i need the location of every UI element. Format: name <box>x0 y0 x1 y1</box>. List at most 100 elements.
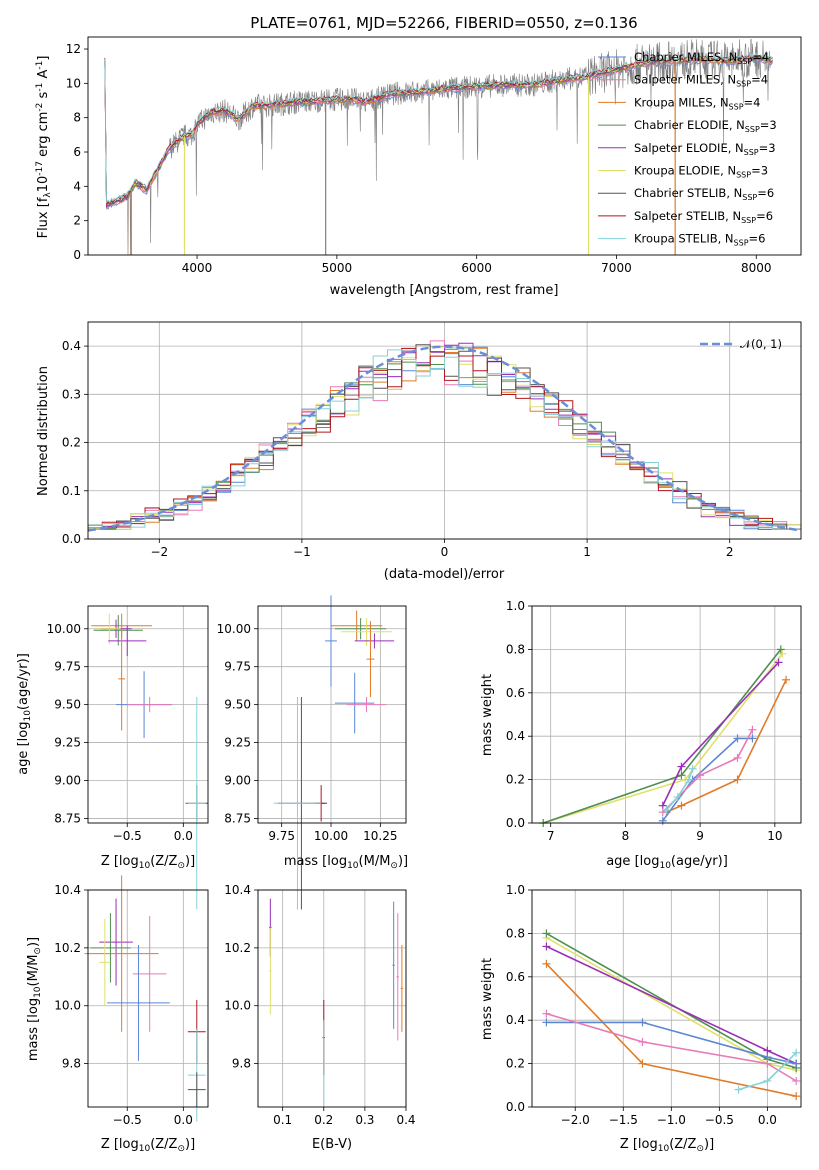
x-tick-label: 9.75 <box>268 829 295 843</box>
x-tick-label: 9 <box>696 829 704 843</box>
x-tick-label: −0.5 <box>113 1113 142 1127</box>
p3-xlabel: Z [log10(Z/Z⊙)] <box>101 854 195 871</box>
legend-label-salpeter_stelib: Salpeter STELIB, NSSP=6 <box>634 209 773 225</box>
y-tick-label: 10.2 <box>224 941 251 955</box>
y-tick-label: 4 <box>73 179 81 193</box>
x-tick-label: −1 <box>293 545 311 559</box>
y-tick-label: 9.00 <box>54 774 81 788</box>
x-tick-label: 0.3 <box>355 1113 374 1127</box>
p7-xlabel: E(B-V) <box>312 1137 352 1152</box>
x-tick-label: 5000 <box>322 261 353 275</box>
x-tick-label: 8 <box>622 829 630 843</box>
spectrum-xlabel: wavelength [Angstrom, rest frame] <box>330 283 559 298</box>
residual-histogram: −2 −1 0 1 2 0.0 0.1 0.2 0.3 0.4 <box>62 321 802 559</box>
y-tick-label: 9.75 <box>54 660 81 674</box>
legend-label-chabrier_elodie: Chabrier ELODIE, NSSP=3 <box>634 118 777 134</box>
x-tick-label: 7000 <box>601 261 632 275</box>
y-tick-label: 10 <box>66 76 81 90</box>
y-tick-label: 12 <box>66 42 81 56</box>
hist-xlabel: (data-model)/error <box>384 567 505 582</box>
axes-frame <box>87 605 209 824</box>
x-tick-label: 2 <box>726 545 734 559</box>
p5-xlabel: age [log10(age/yr)] <box>606 854 728 871</box>
x-tick-label: −2 <box>150 545 168 559</box>
y-tick-label: 9.00 <box>224 774 251 788</box>
normal-legend-label: 𝒩(0, 1) <box>740 337 782 351</box>
x-tick-label: 0.2 <box>314 1113 333 1127</box>
x-tick-label: 1 <box>583 545 591 559</box>
x-tick-label: 4000 <box>182 261 213 275</box>
x-tick-label: 0.4 <box>396 1113 415 1127</box>
axes-frame <box>87 36 802 256</box>
x-tick-label: 0.0 <box>174 1113 193 1127</box>
y-tick-label: 0.4 <box>506 729 525 743</box>
y-tick-label: 6 <box>73 145 81 159</box>
x-tick-label: 10 <box>767 829 782 843</box>
y-tick-label: 10.4 <box>224 883 251 897</box>
y-tick-label: 9.50 <box>224 698 251 712</box>
axes-frame <box>87 321 802 540</box>
y-tick-label: 0.6 <box>506 970 525 984</box>
axes-frame <box>531 889 802 1108</box>
series-salpeter_miles <box>662 729 754 813</box>
y-tick-label: 10.0 <box>224 999 251 1013</box>
hist-ylabel: Normed distribution <box>36 366 51 496</box>
x-tick-label: 7 <box>547 829 555 843</box>
p3-ylabel: age [log10(age/yr)] <box>16 653 33 775</box>
y-tick-label: 1.0 <box>506 599 525 613</box>
spectrum-title: PLATE=0761, MJD=52266, FIBERID=0550, z=0… <box>250 14 637 32</box>
legend-label-chabrier_miles: Chabrier MILES, NSSP=4 <box>634 50 769 66</box>
x-tick-label: 0.1 <box>273 1113 292 1127</box>
p8-ylabel: mass weight <box>480 958 495 1040</box>
legend-label-kroupa_stelib: Kroupa STELIB, NSSP=6 <box>634 232 765 248</box>
mass-vs-metallicity-plot: −0.5 0.0 9.8 10.0 10.2 10.4 <box>54 875 209 1127</box>
p4-xlabel: mass [log10(M/M⊙)] <box>284 854 408 871</box>
y-tick-label: 0.8 <box>506 642 525 656</box>
legend-label-salpeter_miles: Salpeter MILES, NSSP=4 <box>634 73 768 89</box>
mass-vs-extinction-plot: 0.1 0.2 0.3 0.4 9.8 10.0 10.2 10.4 <box>224 883 415 1127</box>
y-tick-label: 10.0 <box>54 999 81 1013</box>
p5-ylabel: mass weight <box>480 674 495 756</box>
series-salpeter_miles <box>546 1012 797 1082</box>
mass-weight-vs-age-plot: 7 8 9 10 0.0 0.2 0.4 0.6 0.8 1.0 <box>506 599 802 843</box>
axes-frame <box>87 889 209 1108</box>
y-tick-label: 2 <box>73 214 81 228</box>
p8-xlabel: Z [log10(Z/Z⊙)] <box>620 1137 714 1154</box>
y-tick-label: 0.0 <box>506 816 525 830</box>
y-tick-label: 8.75 <box>54 811 81 825</box>
y-tick-label: 0.0 <box>506 1100 525 1114</box>
model-spectrum-chabrier_stelib <box>104 55 773 205</box>
y-tick-label: 0.6 <box>506 686 525 700</box>
axes-frame <box>257 605 407 824</box>
y-tick-label: 0.8 <box>506 926 525 940</box>
y-tick-label: 9.25 <box>54 736 81 750</box>
x-tick-label: 0.0 <box>174 829 193 843</box>
legend-label-kroupa_elodie: Kroupa ELODIE, NSSP=3 <box>634 164 768 180</box>
y-tick-label: 9.50 <box>54 698 81 712</box>
x-tick-label: −2.0 <box>561 1113 590 1127</box>
y-tick-label: 8 <box>73 111 81 125</box>
spectrum-plot: 4000 5000 6000 7000 8000 0 2 4 6 8 10 12 <box>66 36 802 275</box>
legend-label-chabrier_stelib: Chabrier STELIB, NSSP=6 <box>634 186 774 202</box>
hist-salpeter_elodie <box>88 342 801 530</box>
legend-label-salpeter_elodie: Salpeter ELODIE, NSSP=3 <box>634 141 776 157</box>
y-tick-label: 9.8 <box>232 1057 251 1071</box>
x-tick-label: 0.0 <box>758 1113 777 1127</box>
age-vs-metallicity-plot: −0.5 0.0 8.75 9.00 9.25 9.50 9.75 10.00 <box>47 605 209 910</box>
series-kroupa_miles <box>666 679 787 813</box>
spectrum-ylabel: Flux [fλ10-17 erg cm-2 s-1 A-1] <box>35 56 53 239</box>
y-tick-label: 9.75 <box>224 660 251 674</box>
spectrum-legend: Chabrier MILES, NSSP=4 Salpeter MILES, NS… <box>598 50 777 248</box>
y-tick-label: 0 <box>73 248 81 262</box>
axes-frame <box>531 605 802 824</box>
hist-legend: 𝒩(0, 1) <box>700 337 782 351</box>
y-tick-label: 0.2 <box>62 436 81 450</box>
p6-ylabel: mass [log10(M/M⊙)] <box>26 937 43 1061</box>
series-chabrier_miles <box>546 1021 797 1065</box>
x-tick-label: −0.5 <box>705 1113 734 1127</box>
y-tick-label: 0.4 <box>506 1013 525 1027</box>
y-tick-label: 0.1 <box>62 484 81 498</box>
x-tick-label: −0.5 <box>113 829 142 843</box>
y-tick-label: 0.2 <box>506 1057 525 1071</box>
